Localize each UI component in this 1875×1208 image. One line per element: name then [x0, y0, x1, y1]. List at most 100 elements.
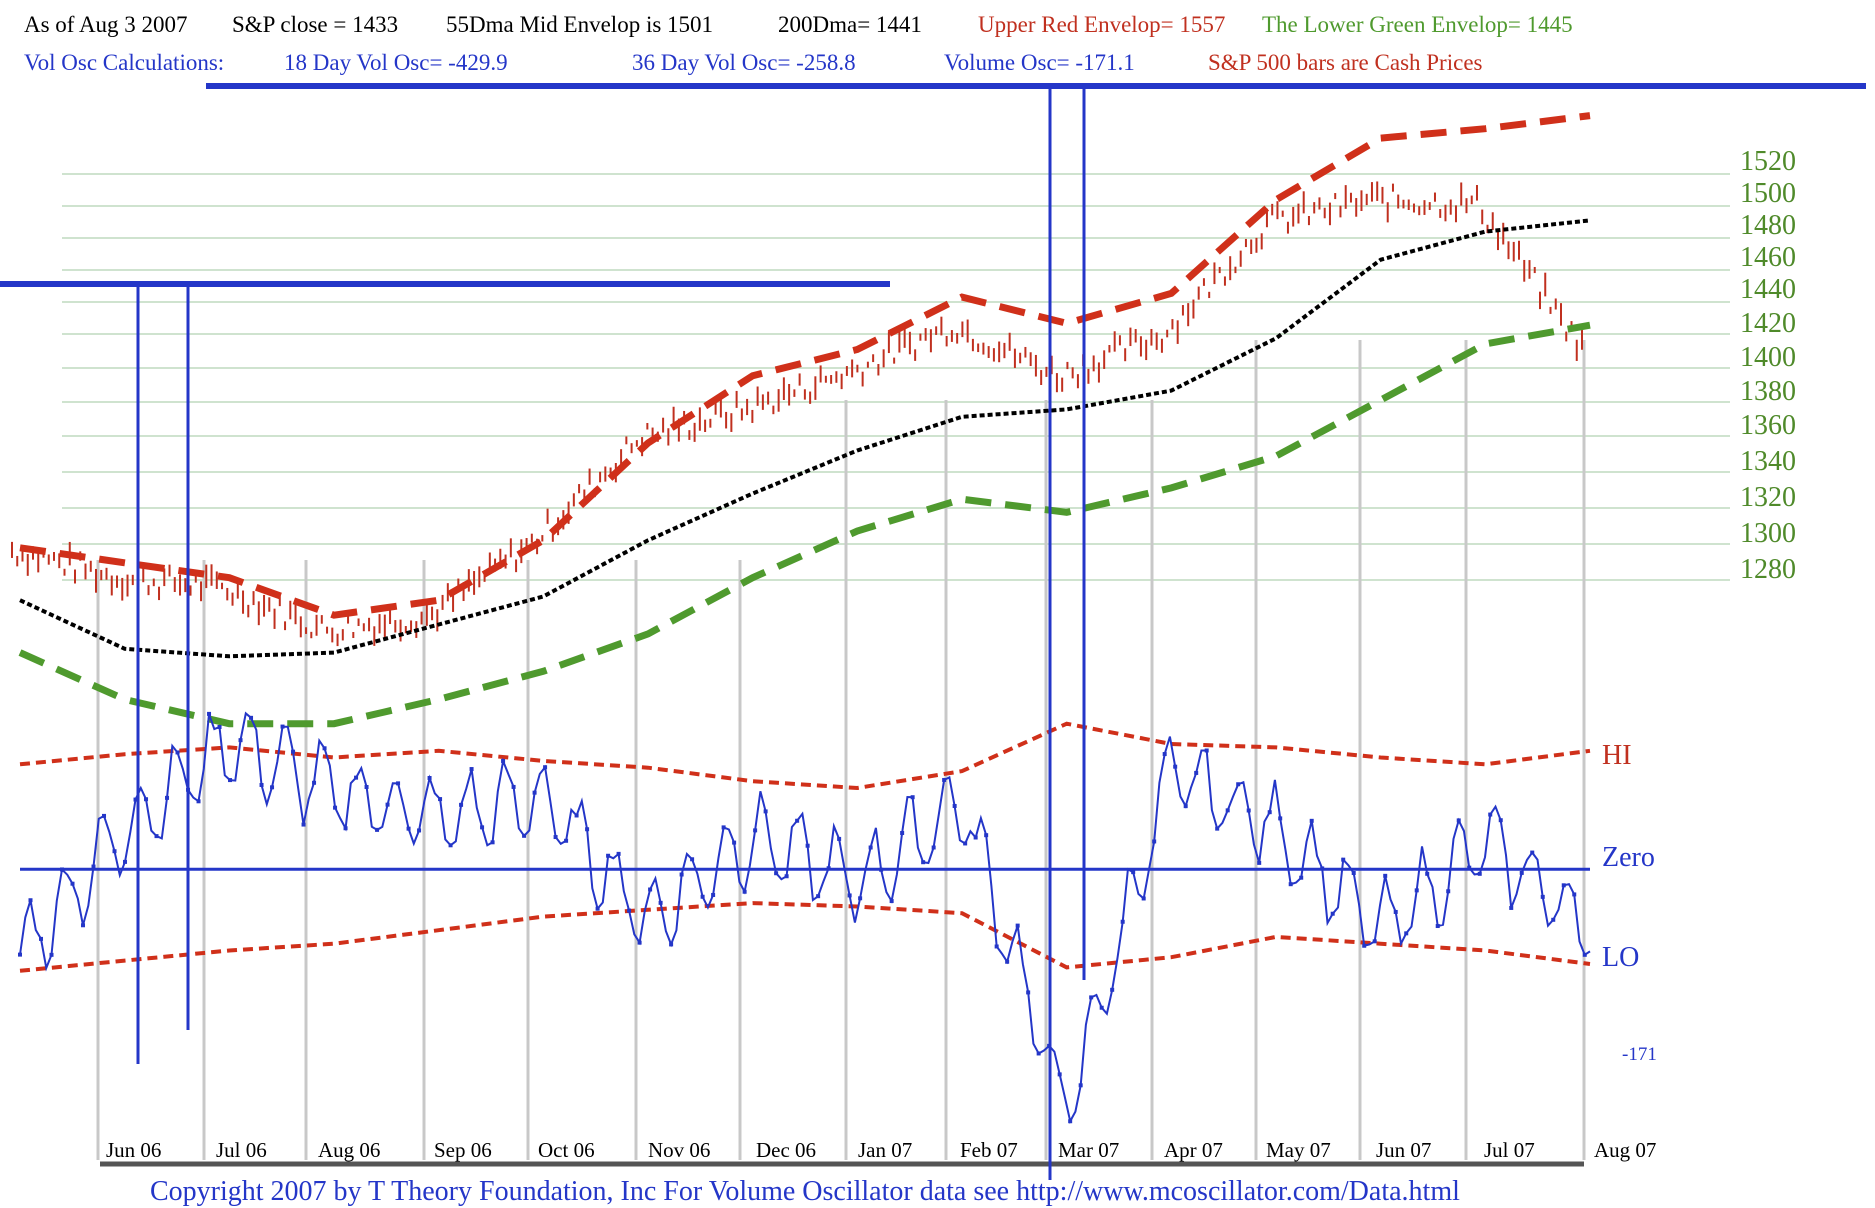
oscillator-hi-label: HI	[1602, 740, 1632, 771]
volume-osc-value: Volume Osc= -171.1	[944, 50, 1135, 75]
volume-oscillator-point-228	[1215, 826, 1220, 831]
volume-oscillator-point-84	[459, 802, 464, 807]
volume-oscillator-point-62	[343, 826, 348, 831]
volume-oscillator-point-106	[574, 813, 579, 818]
volume-oscillator-point-192	[1026, 990, 1031, 995]
volume-oscillator-point-0	[18, 952, 22, 957]
as-of-date: As of Aug 3 2007	[24, 12, 188, 37]
volume-oscillator-point-70	[385, 802, 390, 807]
volume-oscillator-point-282	[1498, 818, 1503, 823]
volume-oscillator-point-256	[1362, 943, 1367, 948]
volume-oscillator-point-194	[1036, 1051, 1041, 1056]
volume-oscillator-point-48	[270, 785, 275, 790]
volume-oscillator-point-288	[1530, 850, 1535, 855]
volume-oscillator-point-176	[942, 777, 947, 782]
price-tick-1400: 1400	[1740, 342, 1796, 373]
volume-oscillator-point-214	[1141, 896, 1146, 901]
volume-oscillator-point-294	[1561, 883, 1566, 888]
volume-oscillator-point-50	[280, 724, 285, 729]
volume-oscillator-point-82	[448, 843, 453, 848]
volume-oscillator-point-236	[1257, 860, 1262, 865]
volume-oscillator-point-158	[847, 893, 852, 898]
volume-oscillator-point-94	[511, 784, 516, 789]
volume-oscillator-point-190	[1015, 923, 1020, 928]
volume-oscillator-point-230	[1225, 808, 1230, 813]
volume-oscillator-point-128	[690, 857, 695, 862]
volume-oscillator-point-174	[931, 845, 936, 850]
volume-oscillator-point-186	[994, 944, 999, 949]
volume-oscillator-point-262	[1393, 909, 1398, 914]
volume-oscillator-point-72	[396, 781, 401, 786]
month-label-jun-07: Jun 07	[1376, 1138, 1432, 1162]
volume-oscillator-point-146	[784, 874, 789, 879]
month-label-aug-06: Aug 06	[318, 1138, 381, 1162]
volume-oscillator-point-92	[501, 758, 506, 763]
volume-oscillator-point-122	[658, 900, 663, 905]
volume-oscillator-point-184	[984, 833, 989, 838]
volume-oscillator-point-16	[102, 813, 107, 818]
volume-oscillator-point-244	[1299, 875, 1304, 880]
volume-oscillator-point-138	[742, 889, 747, 894]
volume-oscillator-point-132	[711, 892, 716, 897]
oscillator-hi-band	[19, 721, 1591, 791]
volume-oscillator-point-208	[1110, 987, 1115, 992]
volume-oscillator-point-130	[700, 894, 705, 899]
price-tick-1420: 1420	[1740, 308, 1796, 339]
volume-oscillator-point-12	[81, 923, 86, 928]
volume-oscillator-point-100	[543, 765, 548, 770]
volume-oscillator-point-206	[1099, 1005, 1104, 1010]
price-tick-1320: 1320	[1740, 482, 1796, 513]
volume-oscillator-point-46	[259, 782, 264, 787]
volume-oscillator-point-120	[648, 887, 653, 892]
lower-green-envelope-line	[18, 321, 1591, 728]
lower-green-envelope-value: The Lower Green Envelop= 1445	[1262, 12, 1573, 37]
oscillator-lo-band	[19, 901, 1591, 973]
volume-oscillator-point-200	[1068, 1119, 1073, 1124]
volume-oscillator-point-66	[364, 784, 369, 789]
volume-oscillator-point-250	[1330, 911, 1335, 916]
volume-oscillator-point-160	[858, 896, 863, 901]
volume-oscillator-point-182	[973, 835, 978, 840]
month-label-jun-06: Jun 06	[106, 1138, 162, 1162]
volume-oscillator-point-166	[889, 899, 894, 904]
vol-osc-18-day: 18 Day Vol Osc= -429.9	[284, 50, 508, 75]
volume-oscillator-point-114	[616, 851, 621, 856]
vol-osc-36-day: 36 Day Vol Osc= -258.8	[632, 50, 856, 75]
volume-oscillator-point-232	[1236, 782, 1241, 787]
volume-oscillator-point-102	[553, 835, 558, 840]
volume-oscillator-point-34	[196, 799, 201, 804]
volume-oscillator-point-18	[112, 849, 117, 854]
volume-oscillator-point-140	[753, 828, 758, 833]
volume-oscillator-point-156	[837, 836, 842, 841]
volume-oscillator-point-124	[669, 942, 674, 947]
volume-oscillator-point-20	[123, 859, 128, 864]
volume-oscillator-point-80	[438, 797, 443, 802]
volume-oscillator-point-264	[1404, 931, 1409, 936]
volume-oscillator-point-154	[826, 866, 831, 871]
month-label-aug-07: Aug 07	[1594, 1138, 1657, 1162]
volume-oscillator-point-104	[564, 838, 569, 843]
volume-oscillator-point-296	[1572, 892, 1577, 897]
volume-oscillator-point-28	[165, 795, 170, 800]
volume-oscillator-point-116	[627, 908, 632, 913]
volume-oscillator-point-74	[406, 826, 411, 831]
volume-oscillator-point-144	[774, 871, 779, 876]
volume-oscillator-point-90	[490, 840, 495, 845]
volume-oscillator-point-112	[606, 853, 611, 858]
volume-oscillator-point-222	[1183, 804, 1188, 809]
volume-oscillator-point-238	[1267, 810, 1272, 815]
volume-oscillator-point-202	[1078, 1083, 1083, 1088]
volume-oscillator-point-58	[322, 746, 327, 751]
volume-oscillator-point-148	[795, 818, 800, 823]
volume-oscillator-point-220	[1173, 764, 1178, 769]
volume-oscillator-point-198	[1057, 1072, 1062, 1077]
vol-osc-calculations-label: Vol Osc Calculations:	[24, 50, 225, 75]
volume-oscillator-point-152	[816, 894, 821, 899]
volume-oscillator-point-240	[1278, 816, 1283, 821]
volume-oscillator-point-290	[1540, 894, 1545, 899]
volume-oscillator-point-204	[1089, 995, 1094, 1000]
cash-prices-note: S&P 500 bars are Cash Prices	[1208, 50, 1483, 75]
volume-oscillator-point-172	[921, 860, 926, 865]
volume-oscillator-point-10	[70, 881, 75, 886]
volume-oscillator-point-4	[39, 936, 44, 941]
